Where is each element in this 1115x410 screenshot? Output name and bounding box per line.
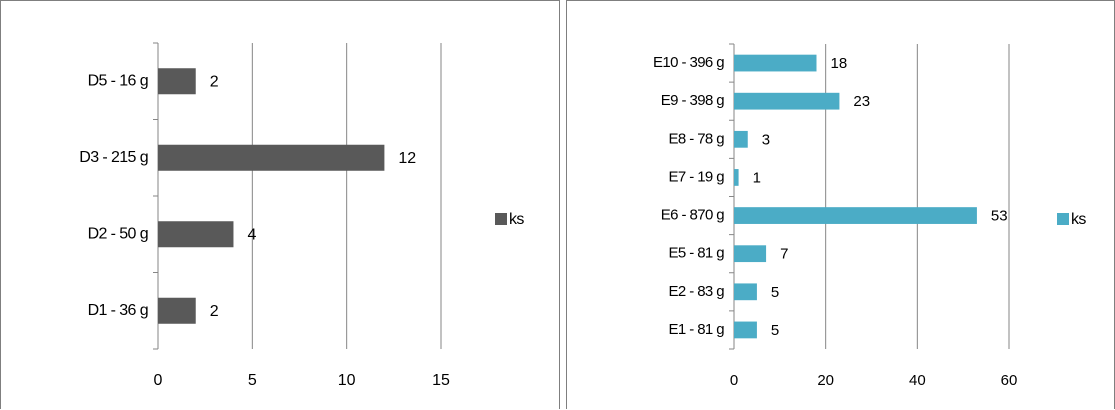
category-label: E6 - 870 g [661, 207, 724, 224]
legend-label: ks [509, 211, 524, 228]
data-label: 18 [831, 55, 848, 72]
bar [734, 169, 739, 186]
data-label: 7 [780, 246, 788, 263]
category-label: D2 - 50 g [88, 225, 148, 242]
data-label: 1 [753, 169, 761, 186]
bar-chart-right: E1 - 81 g 5 E2 - 83 g 5 E5 - 81 g 7 E6 - 870 g… [653, 43, 1087, 389]
legend-swatch [495, 213, 507, 225]
bar [734, 321, 757, 339]
data-label: 2 [210, 303, 219, 320]
category-label: E1 - 81 g [669, 321, 725, 338]
chart-panel-left: D1 - 36 g 2 D2 - 50 g 4 D3 - 215 g 12 D5 - 16 … [0, 0, 560, 409]
chart-panel-right: E1 - 81 g 5 E2 - 83 g 5 E5 - 81 g 7 E6 - 870 g… [566, 0, 1115, 409]
bar-chart-left: D1 - 36 g 2 D2 - 50 g 4 D3 - 215 g 12 D5 - 16 … [79, 42, 525, 389]
bar [158, 68, 196, 95]
data-label: 5 [771, 284, 779, 301]
legend-label: ks [1071, 211, 1086, 228]
category-label: E10 - 396 g [653, 54, 724, 71]
category-label: D5 - 16 g [88, 72, 148, 89]
x-tick-label: 20 [817, 372, 834, 389]
x-tick-label: 60 [1001, 372, 1018, 389]
category-label: E2 - 83 g [669, 283, 725, 300]
bar [158, 144, 385, 171]
category-label: D1 - 36 g [88, 302, 148, 319]
x-tick-label: 0 [154, 372, 163, 389]
bar [734, 54, 817, 72]
x-tick-label: 15 [432, 372, 450, 389]
data-label: 5 [771, 322, 779, 339]
x-tick-label: 10 [338, 372, 356, 389]
data-label: 23 [853, 93, 870, 110]
category-label: E5 - 81 g [669, 245, 725, 262]
x-tick-label: 5 [248, 372, 257, 389]
x-tick-label: 0 [730, 372, 738, 389]
legend-swatch [1057, 213, 1069, 225]
data-label: 12 [398, 150, 416, 167]
bar [158, 297, 196, 324]
x-tick-label: 40 [909, 372, 926, 389]
data-label: 53 [991, 208, 1008, 225]
bar [158, 221, 234, 248]
data-label: 3 [762, 131, 770, 148]
bar [734, 130, 748, 148]
data-label: 4 [247, 226, 256, 243]
data-label: 2 [210, 73, 219, 90]
bar [734, 207, 977, 224]
bar [734, 92, 840, 110]
category-label: D3 - 215 g [79, 149, 148, 166]
bar [734, 283, 757, 301]
category-label: E9 - 398 g [661, 92, 724, 109]
category-label: E7 - 19 g [669, 168, 725, 185]
category-label: E8 - 78 g [669, 130, 725, 147]
bar [734, 245, 767, 263]
